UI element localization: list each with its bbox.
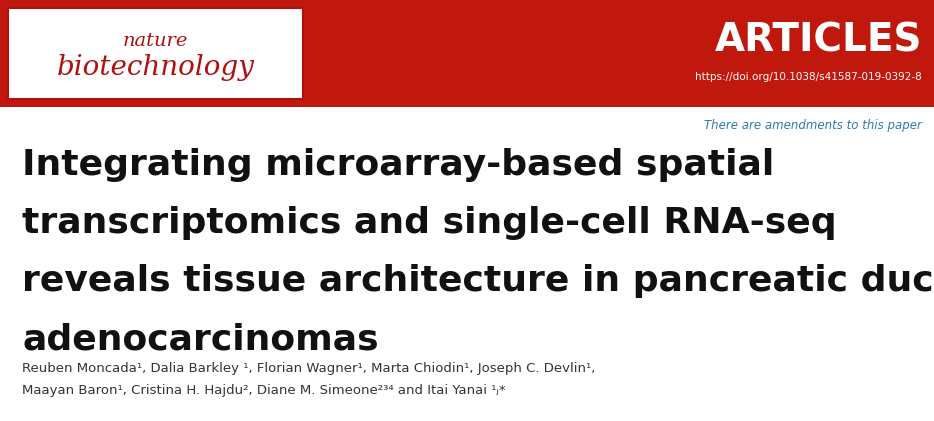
Bar [8, 8, 303, 99]
Text: biotechnology: biotechnology [57, 54, 254, 81]
Text: Integrating microarray-based spatial: Integrating microarray-based spatial [22, 148, 774, 182]
Text: nature: nature [122, 32, 188, 51]
Text: ARTICLES: ARTICLES [715, 21, 922, 60]
Text: reveals tissue architecture in pancreatic ductal: reveals tissue architecture in pancreati… [22, 264, 934, 298]
Text: transcriptomics and single-cell RNA-seq: transcriptomics and single-cell RNA-seq [22, 206, 837, 240]
Text: There are amendments to this paper: There are amendments to this paper [704, 118, 922, 131]
Text: https://doi.org/10.1038/s41587-019-0392-8: https://doi.org/10.1038/s41587-019-0392-… [695, 72, 922, 82]
Bar [0, 0, 934, 107]
Text: adenocarcinomas: adenocarcinomas [22, 322, 378, 356]
Text: Reuben Moncada¹, Dalia Barkley ¹, Florian Wagner¹, Marta Chiodin¹, Joseph C. Dev: Reuben Moncada¹, Dalia Barkley ¹, Floria… [22, 362, 595, 375]
Text: Maayan Baron¹, Cristina H. Hajdu², Diane M. Simeone²³⁴ and Itai Yanai ¹ⱼ*: Maayan Baron¹, Cristina H. Hajdu², Diane… [22, 384, 505, 397]
